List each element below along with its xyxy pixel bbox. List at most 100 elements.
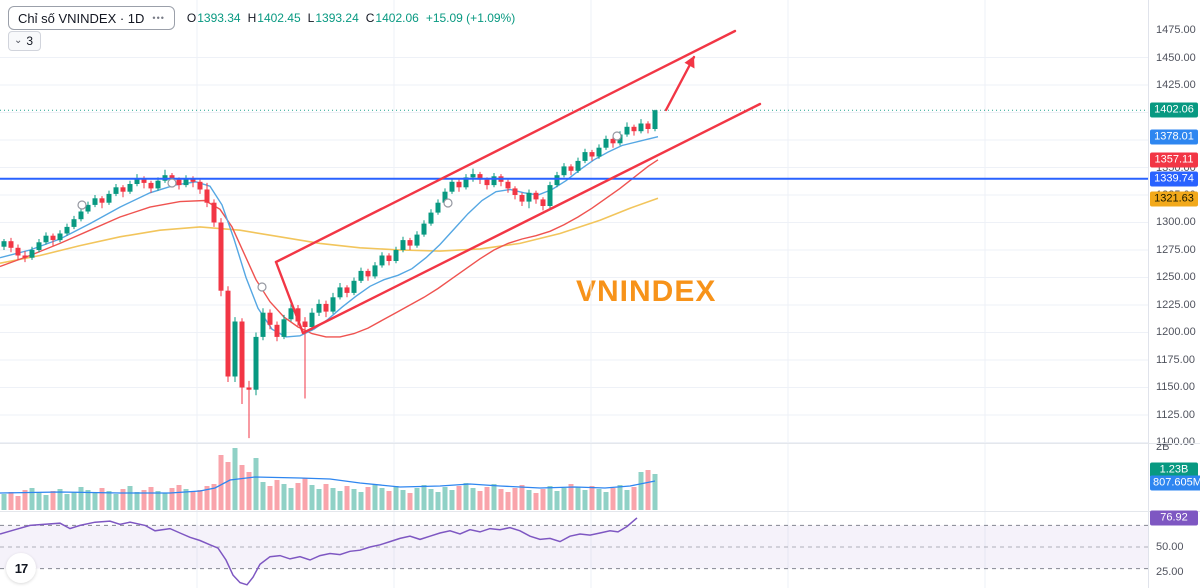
candle-body — [603, 138, 609, 148]
candle-body — [253, 336, 259, 390]
volume-bar — [71, 492, 77, 510]
candle-body — [330, 297, 336, 312]
candle-body — [421, 223, 427, 235]
candle-body — [92, 198, 98, 205]
rsi-tick-50.00: 50.00 — [1156, 541, 1184, 553]
candle-body — [127, 184, 133, 192]
volume-bar — [113, 494, 119, 510]
candle-body — [211, 202, 217, 223]
volume-bar — [582, 490, 588, 510]
volume-bar — [1, 494, 7, 510]
candle-body — [414, 234, 420, 246]
open-label: O — [186, 11, 197, 25]
symbol-title: Chỉ số VNINDEX · 1D — [18, 10, 145, 26]
volume-bar — [617, 485, 623, 510]
volume-bar — [421, 485, 427, 510]
indicators-collapse-button[interactable]: ⌄ 3 — [8, 31, 42, 51]
candle-body — [526, 192, 532, 202]
trend-channel-line — [301, 102, 762, 335]
rsi-tick-25.00: 25.00 — [1156, 566, 1184, 578]
volume-bar — [148, 487, 154, 510]
candle-body — [43, 235, 49, 243]
candle-body — [302, 321, 308, 327]
candle-body — [505, 181, 511, 189]
tradingview-logo[interactable]: 17 — [6, 553, 36, 583]
candle-body — [239, 321, 245, 388]
volume-bar — [141, 490, 147, 510]
candle-body — [442, 191, 448, 203]
volume-bar — [414, 488, 420, 510]
volume-bar — [456, 486, 462, 510]
change-value: +15.09 (+1.09%) — [425, 11, 516, 25]
volume-bar — [169, 488, 175, 510]
volume-bar — [379, 488, 385, 510]
volume-bar — [554, 491, 560, 510]
indicators-count: 3 — [26, 34, 34, 48]
volume-bar — [22, 490, 28, 510]
candle-body — [246, 387, 252, 390]
volume-bar — [575, 487, 581, 510]
volume-bar — [295, 483, 301, 510]
volume-bar — [386, 491, 392, 510]
candle-body — [477, 174, 483, 180]
volume-bar — [624, 490, 630, 510]
candle-body — [50, 235, 56, 241]
pane-separator-volume[interactable] — [0, 443, 1200, 444]
candle-body — [106, 193, 112, 203]
volume-bar — [407, 493, 413, 510]
volume-bar — [155, 491, 161, 510]
candle-body — [141, 178, 147, 183]
volume-bar — [302, 478, 308, 510]
volume-bar — [64, 494, 70, 510]
candle-body — [554, 175, 560, 186]
low-label: L — [307, 11, 315, 25]
volume-bar — [393, 486, 399, 510]
close-value: 1402.06 — [375, 11, 419, 25]
rsi-band — [0, 525, 1148, 569]
candle-body — [652, 110, 658, 129]
volume-bar — [512, 488, 518, 510]
volume-bar — [596, 489, 602, 510]
candle-body — [309, 312, 315, 327]
candle-body — [351, 280, 357, 293]
volume-badge-807.605M: 807.605M — [1150, 475, 1200, 491]
trend-channel-line — [274, 29, 737, 264]
candle-body — [582, 152, 588, 161]
candle-body — [456, 181, 462, 188]
candle-body — [260, 312, 266, 337]
close-label: C — [365, 11, 375, 25]
candle-body — [64, 226, 70, 234]
volume-bar — [92, 493, 98, 510]
pane-separator-rsi[interactable] — [0, 511, 1200, 512]
candle-body — [218, 222, 224, 291]
volume-bar — [43, 495, 49, 510]
symbol-title-button[interactable]: Chỉ số VNINDEX · 1D ••• — [8, 6, 175, 30]
candle-body — [449, 181, 455, 192]
candle-body — [484, 179, 490, 186]
price-tick-1200.00: 1200.00 — [1156, 326, 1196, 338]
volume-bar — [547, 486, 553, 510]
volume-bar — [316, 489, 322, 510]
candle-body — [365, 270, 371, 277]
candle-body — [519, 195, 525, 202]
price-badge-1339.74: 1339.74 — [1150, 171, 1198, 187]
volume-badge-1.23B: 1.23B — [1150, 462, 1198, 478]
volume-bar — [603, 492, 609, 510]
candle-body — [169, 175, 175, 180]
volume-bar — [57, 489, 63, 510]
volume-bar — [253, 458, 259, 510]
price-tick-1300.00: 1300.00 — [1156, 216, 1196, 228]
more-options-icon[interactable]: ••• — [152, 13, 165, 23]
open-value: 1393.34 — [197, 11, 241, 25]
candle-body — [15, 247, 21, 256]
volume-bar — [15, 496, 21, 510]
low-value: 1393.24 — [315, 11, 359, 25]
candle-body — [148, 182, 154, 189]
volume-bar — [400, 490, 406, 510]
symbol-watermark: VNINDEX — [576, 275, 717, 308]
volume-bar — [526, 490, 532, 510]
candle-body — [491, 176, 497, 186]
price-badge-1321.63: 1321.63 — [1150, 191, 1198, 207]
candle-body — [386, 255, 392, 261]
